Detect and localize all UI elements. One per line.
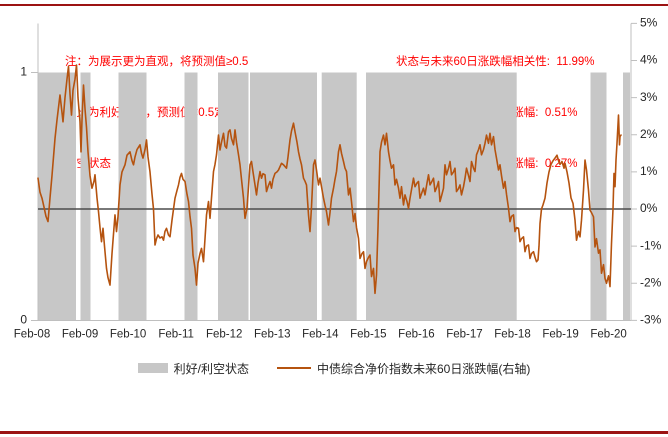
bond-state-chart: 1 0 5% 4% 3% 2% 1% 0% -1% -2% -3% Feb-08 Feb-09 Feb-1… (14, 16, 662, 341)
right-axis-label: 3% (640, 90, 658, 104)
line-swatch-icon (277, 367, 311, 369)
return-series-line (37, 64, 622, 295)
right-axis-label: 1% (640, 164, 658, 178)
x-axis-label: Feb-16 (398, 329, 434, 341)
state-band (590, 72, 607, 321)
top-border-rule (0, 4, 668, 6)
x-axis-label: Feb-14 (302, 329, 339, 341)
x-axis-label: Feb-08 (14, 329, 50, 341)
chart-canvas: 1 0 5% 4% 3% 2% 1% 0% -1% -2% -3% Feb-08 Feb-09 Feb-1… (14, 16, 662, 341)
right-axis-label: 2% (640, 127, 658, 141)
right-axis-label: -1% (640, 238, 662, 252)
left-axis-label: 1 (20, 65, 27, 79)
x-axis-label: Feb-19 (542, 329, 578, 341)
stat-correlation: 状态与未来60日涨跌幅相关性: 11.99% (396, 56, 595, 68)
chart-note-line: 注：为展示更为直观，将预测值≥0.5 (65, 56, 249, 68)
legend-item-line: 中债综合净价指数未来60日涨跌幅(右轴) (277, 360, 530, 377)
band-swatch-icon (137, 363, 168, 373)
x-axis-label: Feb-13 (254, 329, 290, 341)
state-band (250, 72, 317, 321)
chart-legend: 利好/利空状态 中债综合净价指数未来60日涨跌幅(右轴) (0, 356, 668, 380)
state-band (38, 72, 76, 321)
right-axis-label: -2% (640, 275, 662, 289)
right-axis-label: 0% (640, 201, 658, 215)
state-band (118, 72, 147, 321)
right-axis-label: -3% (640, 313, 662, 327)
state-band (623, 72, 630, 321)
legend-item-bands: 利好/利空状态 (137, 360, 249, 377)
chart-note-line: 定义为利好状态，预测值<0.5定义为 (65, 107, 249, 119)
chart-note: 注：为展示更为直观，将预测值≥0.5 定义为利好状态，预测值<0.5定义为 利空… (65, 20, 249, 207)
left-axis-label: 0 (20, 313, 27, 327)
x-axis-label: Feb-20 (590, 329, 626, 341)
x-axis-label: Feb-15 (350, 329, 386, 341)
x-axis-label: Feb-12 (206, 329, 242, 341)
state-band (80, 72, 91, 321)
x-axis-label: Feb-11 (158, 329, 194, 341)
legend-line-label: 中债综合净价指数未来60日涨跌幅(右轴) (317, 361, 531, 376)
x-axis-label: Feb-18 (494, 329, 530, 341)
right-axis-label: 4% (640, 53, 658, 67)
x-axis-label: Feb-10 (110, 329, 146, 341)
legend-band-label: 利好/利空状态 (173, 361, 249, 376)
bottom-border-rule (0, 431, 668, 434)
right-axis-label: 5% (640, 16, 658, 30)
x-axis-label: Feb-17 (446, 329, 482, 341)
x-axis-label: Feb-09 (62, 329, 98, 341)
